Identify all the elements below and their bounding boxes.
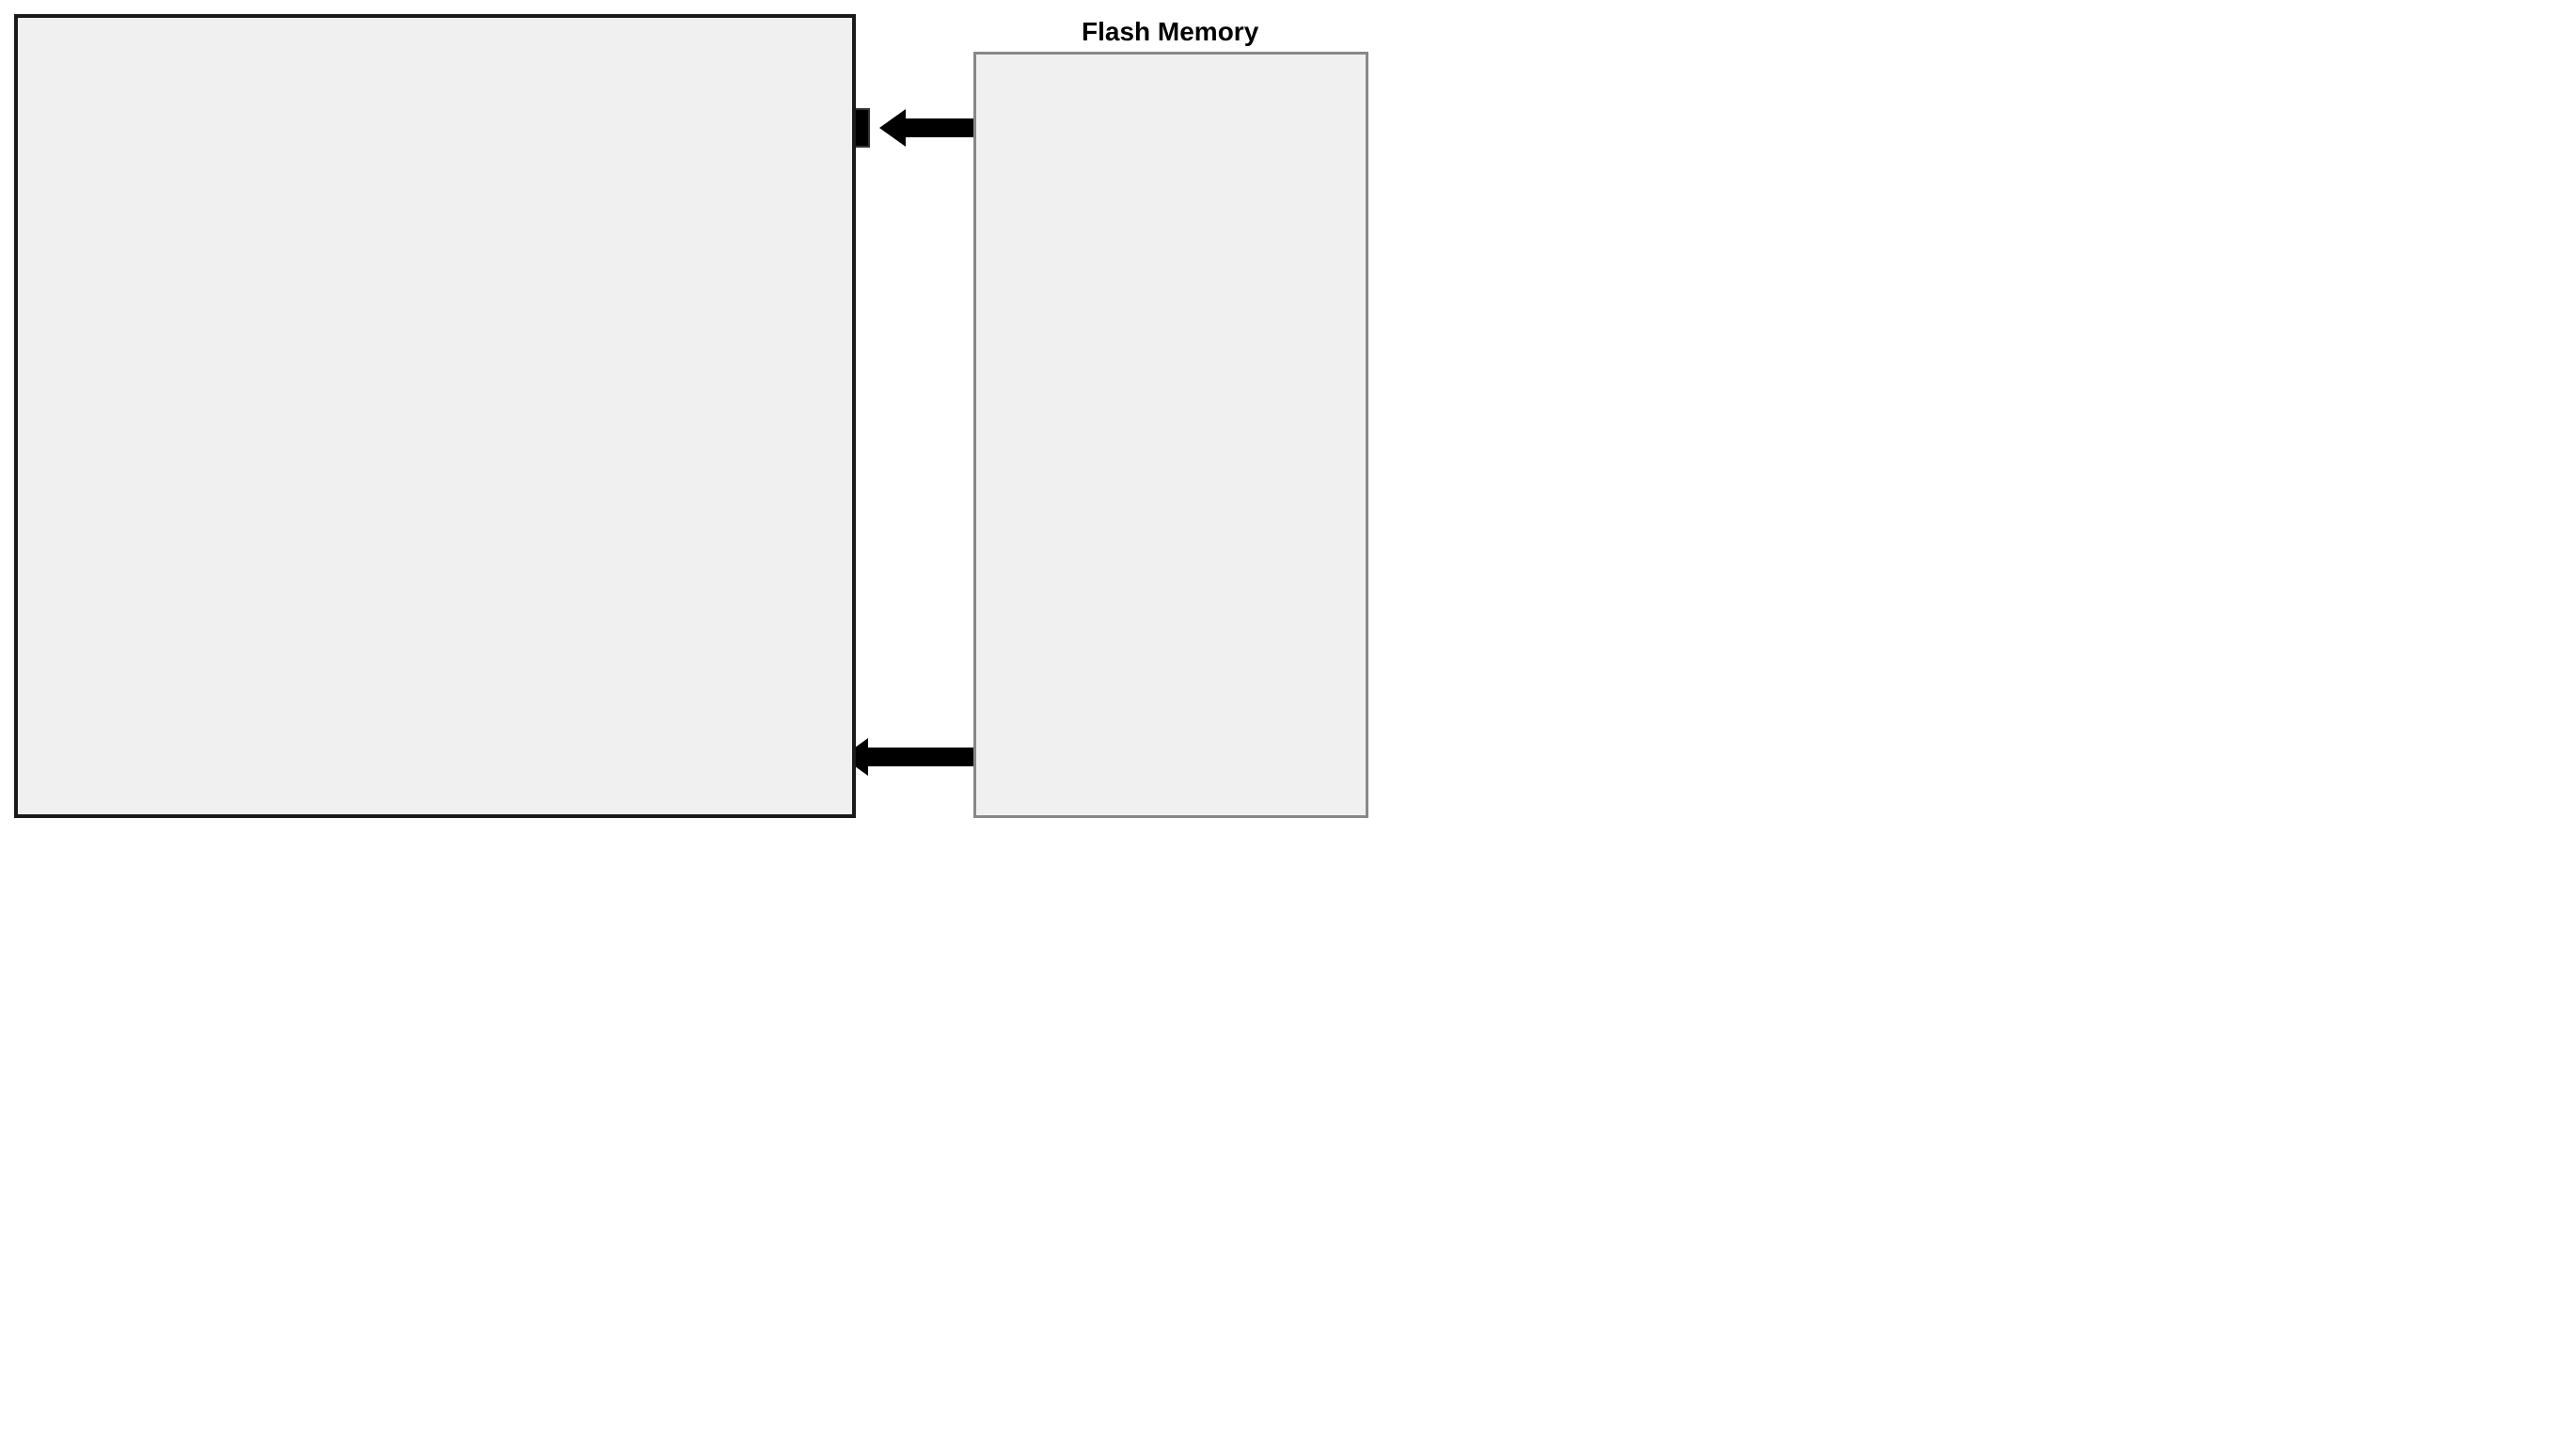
fpga-container (14, 14, 856, 818)
flash-title: Flash Memory (1082, 17, 1258, 47)
flash-container (973, 52, 1368, 818)
arrow-jtag-head (879, 109, 906, 147)
arrow-cm-shaft (865, 748, 973, 766)
arrow-jtag-shaft (903, 118, 973, 137)
diagram-canvas: FPGA Flash Memory Full Bit File Partial … (0, 0, 1383, 846)
